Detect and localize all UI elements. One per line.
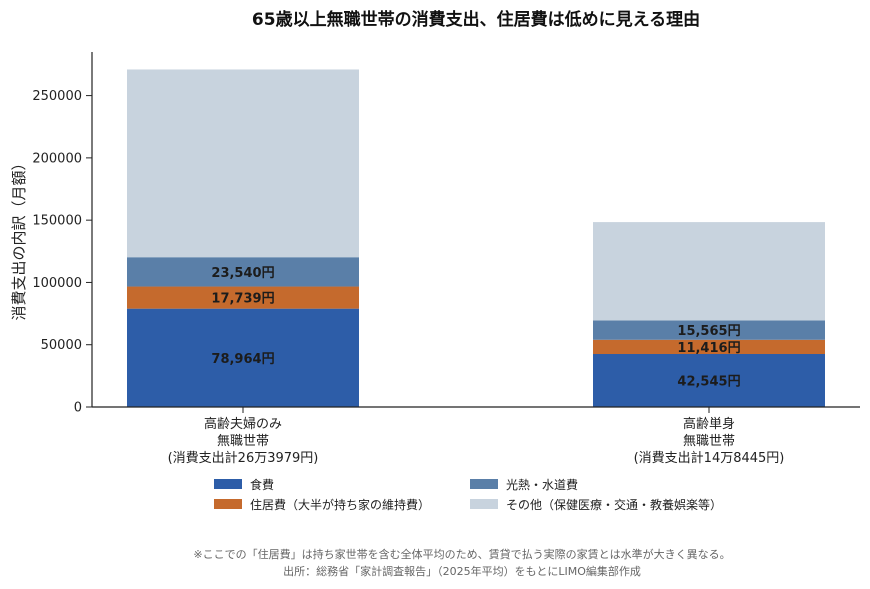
legend-swatch (470, 479, 498, 489)
legend-label: 食費 (250, 477, 274, 492)
data-label: 78,964円 (211, 352, 274, 367)
y-axis-ticks: 0 50000 100000 150000 200000 250000 (32, 89, 92, 416)
y-tick-label: 100000 (32, 276, 82, 291)
data-label: 15,565円 (677, 324, 740, 339)
bar-segment (127, 286, 359, 309)
footnote-note: ※ここでの「住居費」は持ち家世帯を含む全体平均のため、賃貸で払う実際の家賃とは水… (193, 547, 730, 561)
legend-swatch (470, 499, 498, 509)
bar-segment (593, 354, 825, 407)
chart-title: 65歳以上無職世帯の消費支出、住居費は低めに見える理由 (252, 9, 700, 30)
x-tick-label: (消費支出計14万8445円) (634, 450, 785, 466)
bar-segment (593, 222, 825, 321)
bar-segment (127, 308, 359, 407)
bar-segment (593, 320, 825, 340)
legend-label: 住居費（大半が持ち家の維持費） (250, 497, 430, 512)
legend-label: その他（保健医療・交通・教養娯楽等） (506, 497, 722, 512)
y-tick-label: 50000 (41, 338, 82, 353)
data-label: 17,739円 (211, 292, 274, 307)
data-label: 42,545円 (677, 375, 740, 390)
x-tick-label: 高齢単身 (683, 416, 735, 432)
x-tick-label: 高齢夫婦のみ (204, 416, 282, 432)
bar-stacks (127, 69, 825, 407)
y-tick-label: 200000 (32, 151, 82, 166)
x-axis-categories: 高齢夫婦のみ無職世帯(消費支出計26万3979円)高齢単身無職世帯(消費支出計1… (168, 407, 785, 466)
legend-label: 光熱・水道費 (506, 477, 578, 492)
y-axis-label: 消費支出の内訳（月額） (10, 155, 28, 320)
bar-segment (593, 339, 825, 355)
legend-swatch (214, 499, 242, 509)
data-labels: 78,964円 17,739円 23,540円 42,545円 11,416円 15,56… (211, 266, 740, 390)
data-label: 11,416円 (677, 341, 740, 356)
bar-segment (127, 69, 359, 258)
x-tick-label: 無職世帯 (217, 434, 269, 449)
footnote-source: 出所：総務省「家計調査報告」（2025年平均）をもとにLIMO編集部作成 (283, 564, 641, 578)
data-label: 23,540円 (211, 266, 274, 281)
legend-swatch (214, 479, 242, 489)
y-tick-label: 150000 (32, 214, 82, 229)
y-tick-label: 0 (74, 401, 82, 416)
y-tick-label: 250000 (32, 89, 82, 104)
bar-segment (127, 257, 359, 287)
x-tick-label: 無職世帯 (683, 434, 735, 449)
x-tick-label: (消費支出計26万3979円) (168, 450, 319, 466)
